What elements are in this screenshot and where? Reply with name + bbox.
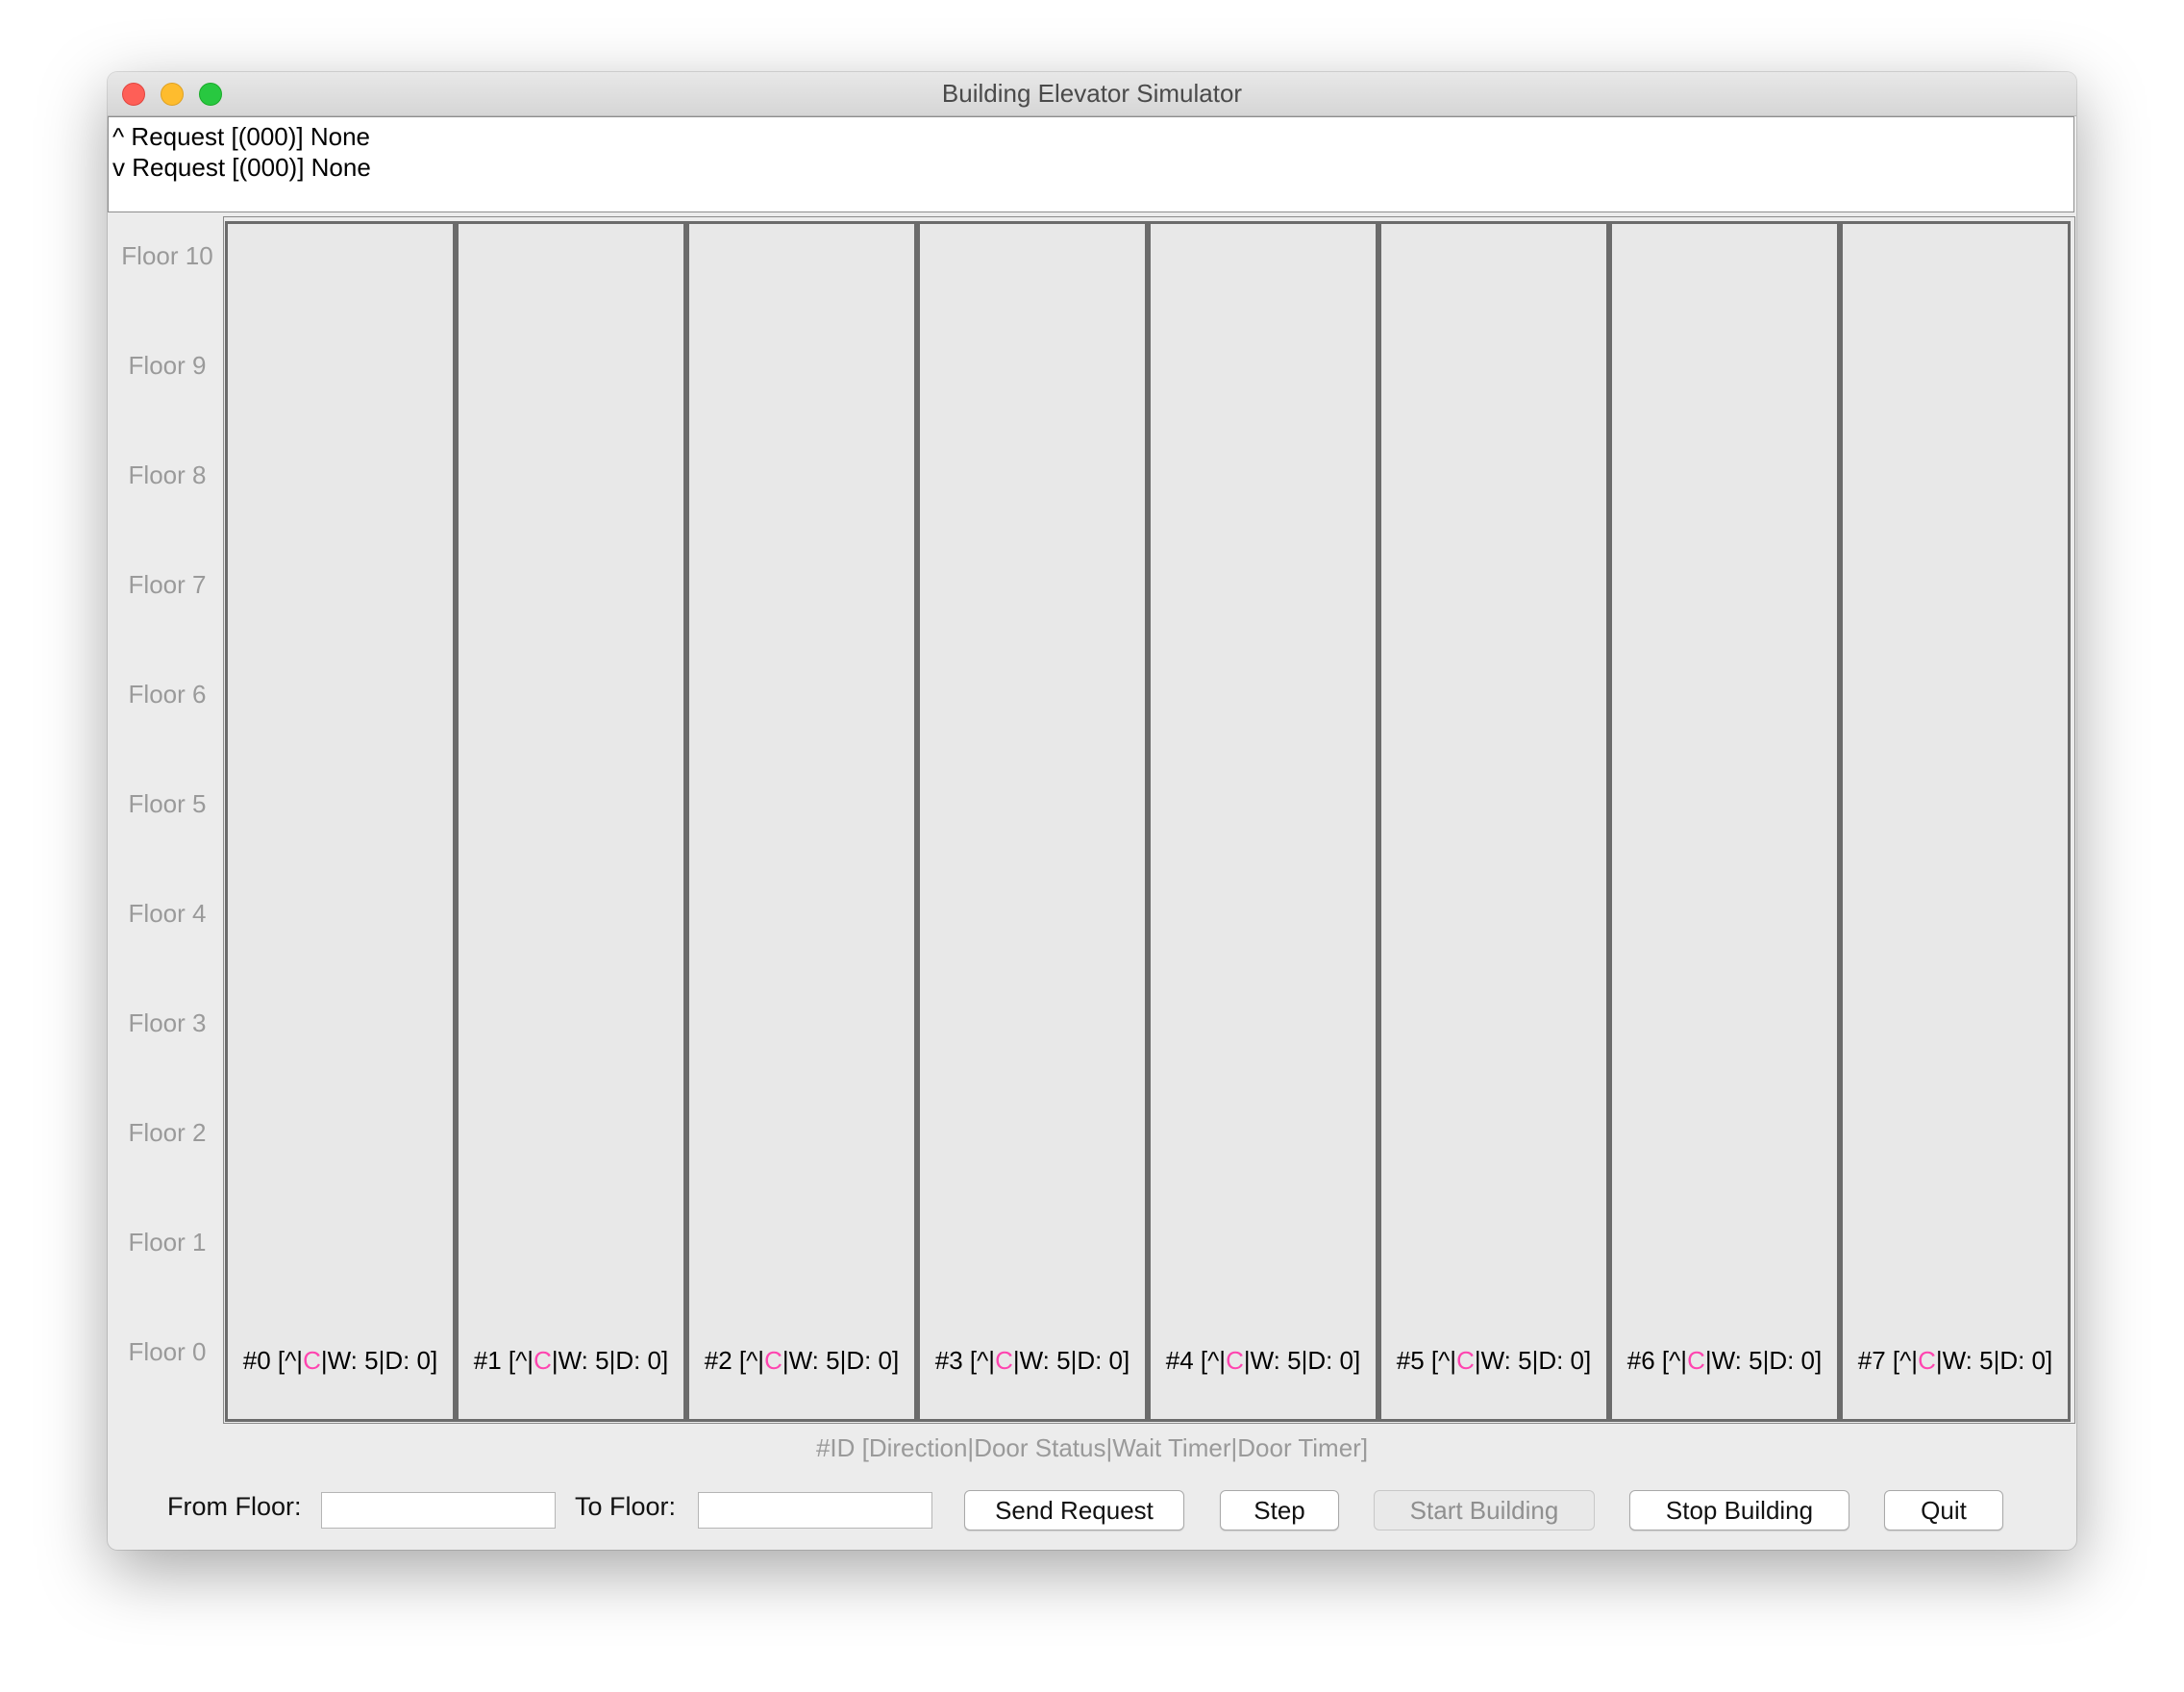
door-status-indicator: C (534, 1346, 552, 1375)
elevator-status-suffix: |W: 5|D: 0] (782, 1346, 900, 1375)
elevator-status-prefix: #4 [^| (1165, 1346, 1227, 1375)
elevator-status-suffix: |W: 5|D: 0] (1243, 1346, 1361, 1375)
down-request-status: v Request [(000)] None (112, 153, 371, 182)
elevator-shaft-2: #2 [^|C|W: 5|D: 0] (686, 221, 917, 1422)
to-floor-label: To Floor: (575, 1492, 677, 1521)
elevator-shaft-6: #6 [^|C|W: 5|D: 0] (1609, 221, 1840, 1422)
door-status-indicator: C (303, 1346, 321, 1375)
from-floor-label: From Floor: (167, 1492, 302, 1521)
floor-label: Floor 2 (128, 1118, 207, 1147)
quit-button[interactable]: Quit (1884, 1490, 2003, 1530)
to-floor-input[interactable] (698, 1492, 932, 1529)
request-status-area: ^ Request [(000)] None v Request [(000)]… (108, 116, 2074, 212)
minimize-window-button[interactable] (161, 83, 184, 106)
app-window: Building Elevator Simulator ^ Request [(… (108, 72, 2076, 1550)
elevator-status-prefix: #3 [^| (934, 1346, 996, 1375)
title-bar: Building Elevator Simulator (108, 72, 2076, 116)
floor-label: Floor 4 (128, 899, 207, 928)
elevator-status-prefix: #0 [^| (242, 1346, 304, 1375)
door-status-indicator: C (1687, 1346, 1705, 1375)
elevator-shaft-0: #0 [^|C|W: 5|D: 0] (225, 221, 456, 1422)
floor-label: Floor 5 (128, 789, 207, 818)
floor-label: Floor 0 (128, 1337, 207, 1366)
elevator-status: #1 [^|C|W: 5|D: 0] (459, 1346, 683, 1376)
floor-label: Floor 9 (128, 351, 207, 380)
elevator-status-suffix: |W: 5|D: 0] (1474, 1346, 1592, 1375)
elevator-shaft-5: #5 [^|C|W: 5|D: 0] (1378, 221, 1609, 1422)
elevator-shaft-7: #7 [^|C|W: 5|D: 0] (1840, 221, 2071, 1422)
elevator-shafts: #0 [^|C|W: 5|D: 0] #1 [^|C|W: 5|D: 0] #2 [… (223, 216, 2075, 1424)
send-request-button[interactable]: Send Request (964, 1490, 1184, 1530)
elevator-status-prefix: #2 [^| (704, 1346, 765, 1375)
elevator-shaft-3: #3 [^|C|W: 5|D: 0] (917, 221, 1148, 1422)
door-status-indicator: C (1918, 1346, 1936, 1375)
step-button[interactable]: Step (1220, 1490, 1339, 1530)
up-request-status: ^ Request [(000)] None (112, 122, 371, 151)
floor-label: Floor 1 (128, 1228, 207, 1257)
elevator-status-suffix: |W: 5|D: 0] (1704, 1346, 1823, 1375)
stop-building-button[interactable]: Stop Building (1629, 1490, 1849, 1530)
close-window-button[interactable] (122, 83, 145, 106)
elevator-status-suffix: |W: 5|D: 0] (1935, 1346, 2053, 1375)
elevator-status: #7 [^|C|W: 5|D: 0] (1843, 1346, 2068, 1376)
door-status-indicator: C (764, 1346, 782, 1375)
floor-label: Floor 6 (128, 680, 207, 709)
elevator-shaft-4: #4 [^|C|W: 5|D: 0] (1148, 221, 1378, 1422)
elevator-status: #4 [^|C|W: 5|D: 0] (1151, 1346, 1376, 1376)
window-title: Building Elevator Simulator (941, 79, 1243, 108)
door-status-indicator: C (1456, 1346, 1475, 1375)
elevator-status-suffix: |W: 5|D: 0] (320, 1346, 438, 1375)
elevator-status-prefix: #5 [^| (1396, 1346, 1457, 1375)
elevator-status-prefix: #1 [^| (473, 1346, 534, 1375)
elevator-shaft-1: #1 [^|C|W: 5|D: 0] (456, 221, 686, 1422)
elevator-status: #5 [^|C|W: 5|D: 0] (1381, 1346, 1606, 1376)
from-floor-input[interactable] (321, 1492, 556, 1529)
door-status-indicator: C (1226, 1346, 1244, 1375)
floor-label: Floor 8 (128, 460, 207, 489)
elevator-status: #6 [^|C|W: 5|D: 0] (1612, 1346, 1837, 1376)
elevator-status-prefix: #7 [^| (1857, 1346, 1919, 1375)
elevator-status-suffix: |W: 5|D: 0] (551, 1346, 669, 1375)
elevator-status: #0 [^|C|W: 5|D: 0] (228, 1346, 453, 1376)
floor-label: Floor 7 (128, 570, 207, 599)
elevator-status: #3 [^|C|W: 5|D: 0] (920, 1346, 1145, 1376)
elevator-status: #2 [^|C|W: 5|D: 0] (689, 1346, 914, 1376)
status-legend: #ID [Direction|Door Status|Wait Timer|Do… (815, 1433, 1369, 1462)
elevator-status-prefix: #6 [^| (1626, 1346, 1688, 1375)
floor-label: Floor 3 (128, 1008, 207, 1037)
maximize-window-button[interactable] (199, 83, 222, 106)
elevator-status-suffix: |W: 5|D: 0] (1012, 1346, 1130, 1375)
start-building-button[interactable]: Start Building (1374, 1490, 1595, 1530)
door-status-indicator: C (995, 1346, 1013, 1375)
floor-label: Floor 10 (121, 241, 213, 270)
